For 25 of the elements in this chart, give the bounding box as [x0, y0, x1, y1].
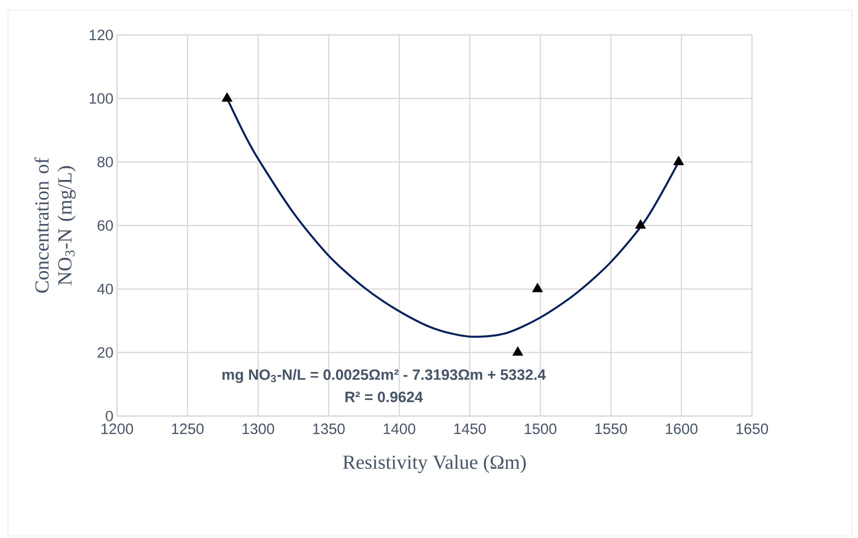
x-tick-label: 1350 — [313, 424, 345, 434]
point — [512, 346, 524, 356]
y-tick-label: 40 — [97, 284, 113, 294]
y-tick-label: 20 — [98, 347, 113, 358]
x-tick-label: 1500 — [524, 424, 556, 434]
x-tick-label: 1600 — [666, 424, 698, 434]
y-tick-label: 80 — [98, 156, 113, 168]
x-axis-title: Resistivity Value (Ωm) — [343, 454, 526, 474]
x-tick-label: 1400 — [384, 424, 416, 434]
x-tick-label: 1200 — [102, 424, 134, 434]
x-tick-label: 1550 — [595, 424, 627, 434]
annotation: mg NO$_{3}$-N/L = 0.0025Ωm² - 7.3193Ωm + 5332.4 — [222, 368, 546, 383]
point — [673, 156, 684, 166]
point — [635, 219, 646, 229]
x-tick-label: 1250 — [172, 424, 204, 434]
y-tick-label: 120 — [90, 30, 113, 40]
y-tick-label: 100 — [90, 93, 113, 104]
point — [222, 92, 232, 102]
y-tick-label: 0 — [106, 410, 113, 422]
point — [532, 282, 543, 292]
x-tick-label: 1300 — [242, 424, 274, 434]
x-tick-label: 1650 — [736, 424, 768, 434]
y-tick-label: 60 — [98, 220, 113, 231]
x-tick-label: 1450 — [454, 424, 486, 434]
annotation: R² = 0.9624 — [345, 392, 423, 402]
